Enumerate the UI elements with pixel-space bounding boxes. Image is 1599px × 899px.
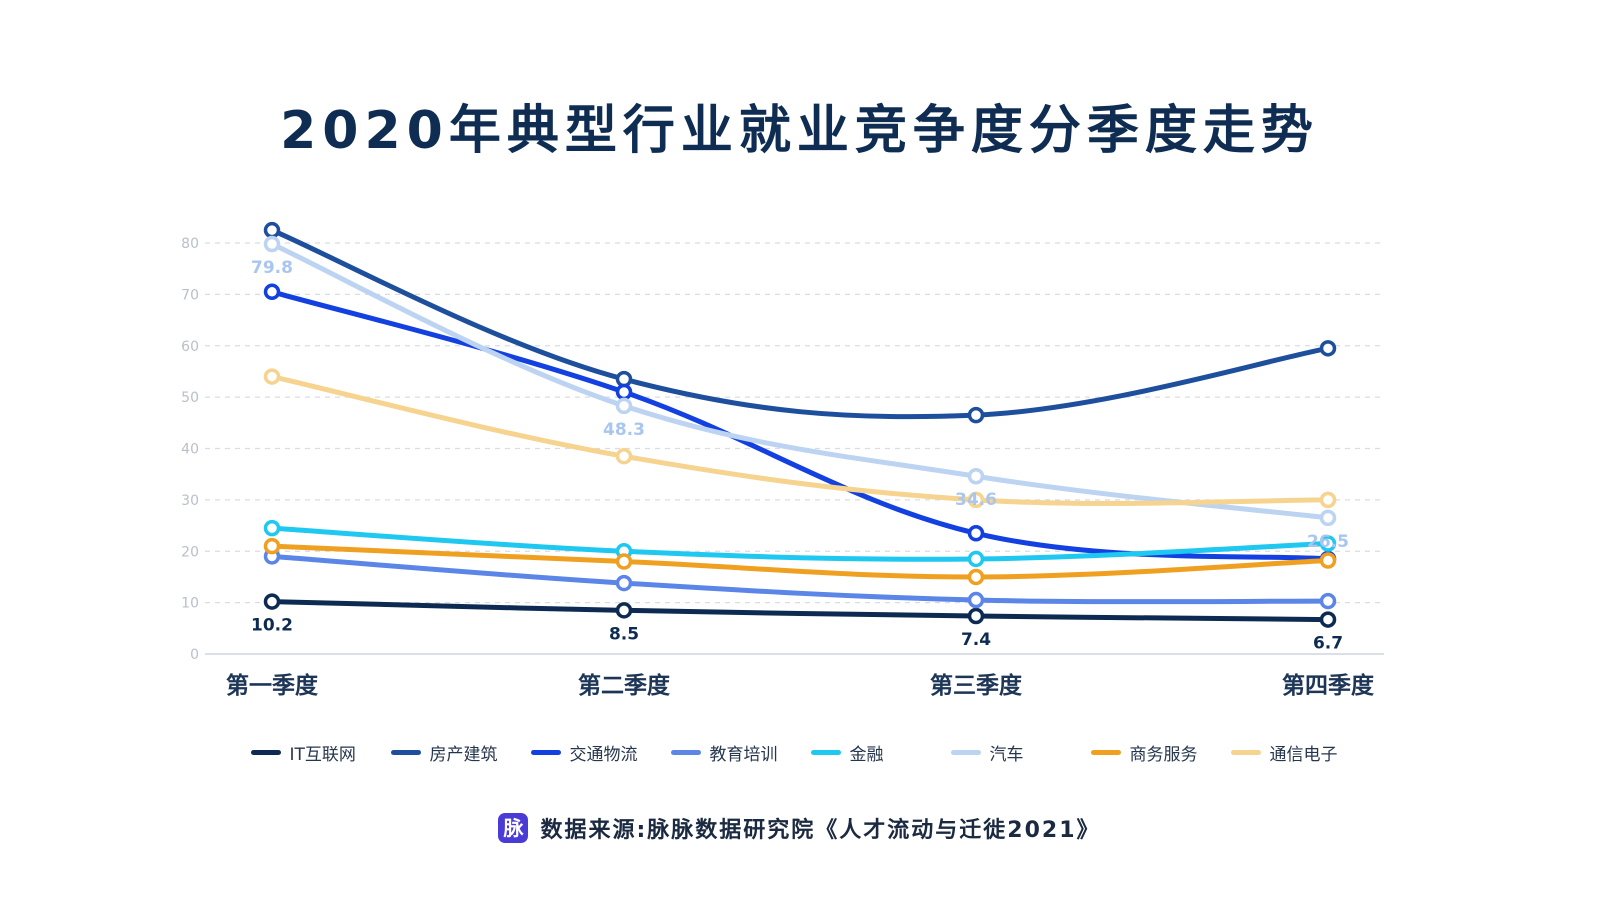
- legend-swatch: [530, 750, 561, 755]
- legend-item: 房产建筑: [390, 740, 509, 765]
- x-tick-label: 第一季度: [226, 672, 319, 699]
- data-point: [615, 447, 633, 465]
- y-tick-label: 20: [181, 544, 199, 560]
- y-tick-label: 50: [181, 390, 199, 406]
- y-tick-label: 40: [181, 442, 199, 458]
- legend-swatch: [390, 750, 421, 755]
- data-label: 7.4: [961, 630, 991, 650]
- source-note: 脉 数据来源:脉脉数据研究院《人才流动与迁徙2021》: [0, 812, 1599, 844]
- data-point: [1319, 535, 1337, 552]
- y-axis-ticks: 0 10 20 30 40 50 60 70 80: [181, 236, 199, 663]
- x-tick-label: 第三季度: [930, 672, 1023, 699]
- legend-swatch: [250, 750, 281, 755]
- legend-label: 教育培训: [709, 745, 778, 765]
- series-7: [263, 368, 1337, 509]
- y-tick-label: 0: [190, 647, 199, 663]
- legend-item: IT互联网: [250, 740, 369, 765]
- data-point: [967, 550, 985, 568]
- data-point: [1319, 611, 1337, 628]
- series-lines: [263, 221, 1337, 628]
- data-point: [263, 235, 281, 253]
- legend-label: 房产建筑: [429, 745, 498, 765]
- maimai-logo-icon: 脉: [498, 813, 529, 843]
- data-point: [1319, 509, 1337, 527]
- legend-item: 通信电子: [1230, 740, 1349, 765]
- legend-item: 教育培训: [670, 740, 789, 765]
- data-label: 79.8: [251, 258, 293, 278]
- series-line: [269, 227, 1331, 420]
- legend-item: 商务服务: [1090, 740, 1209, 765]
- data-point: [967, 591, 985, 609]
- x-tick-label: 第二季度: [578, 672, 671, 699]
- y-tick-label: 70: [181, 287, 199, 303]
- y-tick-label: 60: [181, 339, 199, 355]
- data-point: [1319, 491, 1337, 509]
- series-3: [263, 548, 1337, 610]
- data-point: [263, 593, 281, 610]
- series-0: [263, 593, 1337, 628]
- data-point: [967, 525, 985, 542]
- data-point: [615, 370, 633, 388]
- x-tick-label: 第四季度: [1282, 672, 1375, 699]
- series-line: [269, 374, 1331, 506]
- series-line: [269, 241, 1331, 521]
- data-label: 8.5: [609, 624, 639, 644]
- chart-title: 2020年典型行业就业竞争度分季度走势: [280, 101, 1319, 161]
- data-point: [1319, 552, 1337, 569]
- data-point: [1319, 592, 1337, 610]
- legend-label: 商务服务: [1129, 745, 1198, 765]
- legend-swatch: [950, 750, 981, 755]
- data-labels: 10.2 8.5 7.4 6.7 79.8 48.3 34.6 26.5: [251, 258, 1349, 654]
- data-point: [263, 368, 281, 385]
- x-axis-ticks: 第一季度 第二季度 第三季度 第四季度: [226, 672, 1375, 699]
- data-point: [967, 467, 985, 485]
- data-point: [1319, 340, 1337, 357]
- legend-swatch: [1090, 750, 1121, 755]
- series-6: [263, 537, 1337, 586]
- source-text: 数据来源:脉脉数据研究院《人才流动与迁徙2021》: [540, 818, 1101, 843]
- series-2: [263, 283, 1337, 568]
- legend-item: 交通物流: [530, 740, 649, 765]
- data-label: 6.7: [1313, 634, 1343, 654]
- legend-swatch: [670, 750, 701, 755]
- data-point: [967, 491, 985, 509]
- data-label: 26.5: [1307, 532, 1349, 552]
- legend-item: 汽车: [950, 740, 1069, 765]
- data-point: [263, 221, 281, 239]
- data-point: [967, 607, 985, 625]
- legend: IT互联网 房产建筑 交通物流 教育培训 金融 汽车 商务服务 通信电子: [0, 740, 1599, 765]
- legend-label: 交通物流: [569, 745, 638, 765]
- legend-item: 金融: [810, 740, 929, 765]
- data-point: [263, 519, 281, 537]
- series-line: [269, 525, 1331, 562]
- legend-swatch: [810, 750, 841, 755]
- data-point: [263, 283, 281, 301]
- data-label: 10.2: [251, 616, 293, 636]
- series-line: [269, 599, 1331, 623]
- data-point: [615, 383, 633, 401]
- data-point: [615, 397, 633, 415]
- data-label: 48.3: [603, 420, 645, 440]
- data-point: [615, 574, 633, 592]
- data-point: [615, 553, 633, 570]
- legend-swatch: [1230, 750, 1261, 755]
- series-line: [269, 553, 1331, 605]
- data-point: [615, 602, 633, 619]
- y-tick-label: 80: [181, 236, 199, 252]
- legend-label: 汽车: [989, 745, 1024, 765]
- legend-label: 通信电子: [1269, 745, 1338, 765]
- y-tick-label: 10: [181, 596, 199, 612]
- data-point: [263, 537, 281, 555]
- series-line: [269, 543, 1331, 580]
- series-4: [263, 519, 1337, 568]
- data-point: [967, 568, 985, 586]
- legend-label: IT互联网: [289, 745, 356, 765]
- data-label: 34.6: [955, 490, 997, 510]
- data-point: [967, 406, 985, 424]
- series-line: [269, 289, 1331, 562]
- y-tick-label: 30: [181, 493, 199, 509]
- legend-label: 金融: [849, 745, 884, 765]
